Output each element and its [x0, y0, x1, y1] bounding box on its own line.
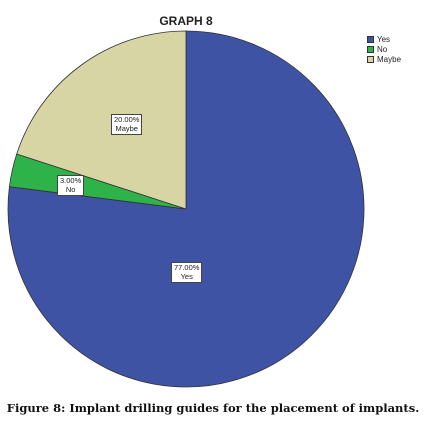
- pie-slice-maybe: [16, 30, 187, 210]
- slice-percent-no: 3.00%: [60, 176, 82, 185]
- slice-label-maybe: 20.00% Maybe: [111, 114, 143, 135]
- legend-item-yes: Yes: [367, 34, 401, 44]
- legend-swatch-maybe: [367, 55, 374, 63]
- legend-swatch-no: [367, 45, 374, 53]
- slice-label-yes: 77.00% Yes: [171, 262, 203, 283]
- figure-caption: Figure 8: Implant drilling guides for th…: [6, 401, 420, 415]
- slice-name-maybe: Maybe: [115, 123, 138, 133]
- legend-label-yes: Yes: [377, 34, 391, 44]
- legend-swatch-yes: [367, 35, 374, 43]
- slice-label-no: 3.00% No: [57, 175, 85, 196]
- slice-percent-yes: 77.00%: [174, 263, 200, 272]
- chart-title: GRAPH 8: [159, 14, 213, 28]
- slice-percent-maybe: 20.00%: [114, 115, 140, 124]
- legend-label-no: No: [377, 44, 388, 54]
- legend: Yes No Maybe: [367, 34, 401, 64]
- legend-item-maybe: Maybe: [367, 54, 401, 64]
- slice-name-yes: Yes: [180, 271, 193, 281]
- legend-label-maybe: Maybe: [377, 54, 402, 64]
- slice-name-no: No: [65, 184, 76, 194]
- pie-slice-yes: [7, 30, 365, 388]
- legend-item-no: No: [367, 44, 401, 54]
